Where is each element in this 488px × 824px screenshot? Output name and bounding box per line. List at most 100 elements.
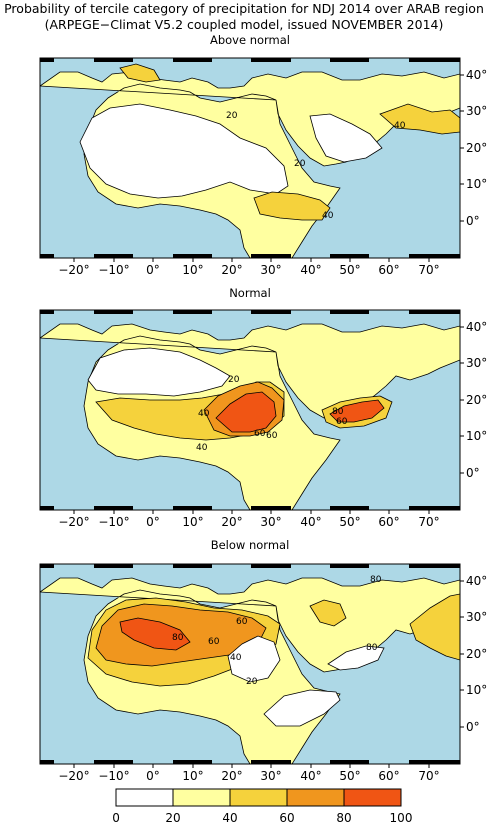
lat-tick-label: 10° [466, 429, 487, 443]
lat-tick-label: 0° [466, 466, 480, 480]
axis-border-segment [251, 760, 291, 764]
contour-label: 40 [230, 653, 242, 663]
contour-label: 20 [228, 375, 240, 385]
lon-tick-label: 60° [378, 769, 399, 783]
axis-border-segment [330, 254, 369, 258]
axis-border-segment [409, 254, 460, 258]
lon-tick-label: −20° [58, 263, 89, 277]
lon-tick-label: 30° [260, 515, 281, 529]
axis-border-segment [173, 506, 212, 510]
panel-title-below: Below normal [210, 538, 290, 552]
axis-border-segment [94, 506, 133, 510]
axis-border-segment [40, 506, 54, 510]
colorbar: 0 20 40 60 80 100 [112, 788, 413, 824]
lon-tick-label: 20° [221, 263, 242, 277]
figure-title: Probability of tercile category of preci… [4, 1, 484, 16]
low-prob-region [87, 347, 231, 397]
lon-tick-label: 60° [378, 263, 399, 277]
contour-label: 60 [336, 417, 348, 427]
very-high-region-yemen [329, 399, 385, 423]
map-panel-below: 60 80 60 40 20 80 80 [39, 563, 461, 765]
lon-tick-label: 40° [300, 769, 321, 783]
axis-border-segment [330, 506, 369, 510]
contour-label: 80 [370, 575, 382, 585]
axis-border-segment [173, 254, 212, 258]
contour-label: 40 [196, 443, 208, 453]
lon-tick-label: 10° [182, 515, 203, 529]
low-prob-region-arabia [327, 645, 385, 671]
axis-border-segment [40, 760, 54, 764]
colorbar-tick-label: 40 [222, 811, 237, 824]
colorbar-tick-label: 100 [390, 811, 413, 824]
lon-tick-label: 70° [418, 515, 439, 529]
low-prob-region [227, 635, 281, 683]
axis-border-segment [409, 564, 460, 568]
figure-subtitle: (ARPEGE−Climat V5.2 coupled model, issue… [44, 17, 444, 32]
lon-tick-label: 20° [221, 515, 242, 529]
moderate-region-levant [309, 599, 347, 627]
axis-border-segment [251, 310, 291, 314]
axis-border-segment [330, 564, 369, 568]
axis-border-segment [251, 58, 291, 62]
axis-border-segment [330, 58, 369, 62]
axis-border-segment [94, 310, 133, 314]
lon-tick-label: 60° [378, 515, 399, 529]
axis-border-segment [173, 564, 212, 568]
axes-layer: −20° −10° 0° 10° 20° 30° 40° 50° 60° 70° 40° 30° 20°… [40, 58, 487, 783]
panel-title-normal: Normal [229, 286, 271, 300]
lon-tick-label: −10° [98, 263, 129, 277]
axis-border-segment [251, 254, 291, 258]
lat-tick-label: 30° [466, 104, 487, 118]
lon-tick-label: 0° [146, 515, 160, 529]
colorbar-tick-label: 80 [336, 811, 351, 824]
moderate-region-sahel [253, 191, 331, 221]
axis-border-segment [330, 760, 369, 764]
axis-border-segment [94, 58, 133, 62]
panel-title-above: Above normal [209, 33, 291, 47]
low-prob-region-horn [263, 689, 341, 727]
panel-frame [39, 309, 461, 511]
lat-tick-label: 10° [466, 683, 487, 697]
axis-border-segment [94, 254, 133, 258]
axis-border-segment [251, 564, 291, 568]
axis-border-segment [40, 310, 54, 314]
lat-tick-label: 30° [466, 610, 487, 624]
lat-tick-label: 0° [466, 720, 480, 734]
low-prob-region [79, 103, 289, 199]
axis-border-segment [173, 310, 212, 314]
contour-label: 40 [198, 409, 210, 419]
moderate-region-iran [379, 103, 460, 135]
lat-tick-label: 40° [466, 320, 487, 334]
colorbar-bin-20-40 [172, 788, 231, 807]
lat-tick-label: 20° [466, 141, 487, 155]
colorbar-tick-label: 0 [112, 811, 120, 824]
axis-border-segment [94, 760, 133, 764]
axis-border-segment [251, 506, 291, 510]
contour-label: 80 [172, 633, 184, 643]
contour-label: 20 [226, 111, 238, 121]
lat-tick-label: 10° [466, 177, 487, 191]
lon-tick-label: 70° [418, 263, 439, 277]
lat-tick-label: 20° [466, 647, 487, 661]
lat-tick-label: 30° [466, 356, 487, 370]
panel-frame [39, 563, 461, 765]
axis-border-segment [409, 760, 460, 764]
lon-tick-label: 50° [339, 769, 360, 783]
moderate-region-iran [409, 593, 460, 661]
axis-border-segment [94, 564, 133, 568]
axis-border-segment [40, 58, 54, 62]
lat-tick-label: 0° [466, 214, 480, 228]
colorbar-tick-label: 20 [165, 811, 180, 824]
axis-border-segment [409, 506, 460, 510]
contour-label: 80 [332, 407, 344, 417]
axis-border-segment [409, 58, 460, 62]
axis-border-segment [330, 310, 369, 314]
lon-tick-label: −20° [58, 515, 89, 529]
lon-tick-label: 30° [260, 769, 281, 783]
colorbar-bin-80-100 [343, 788, 402, 807]
lon-tick-label: 50° [339, 515, 360, 529]
lon-tick-label: 50° [339, 263, 360, 277]
colorbar-bin-60-80 [286, 788, 345, 807]
contour-label: 80 [366, 643, 378, 653]
